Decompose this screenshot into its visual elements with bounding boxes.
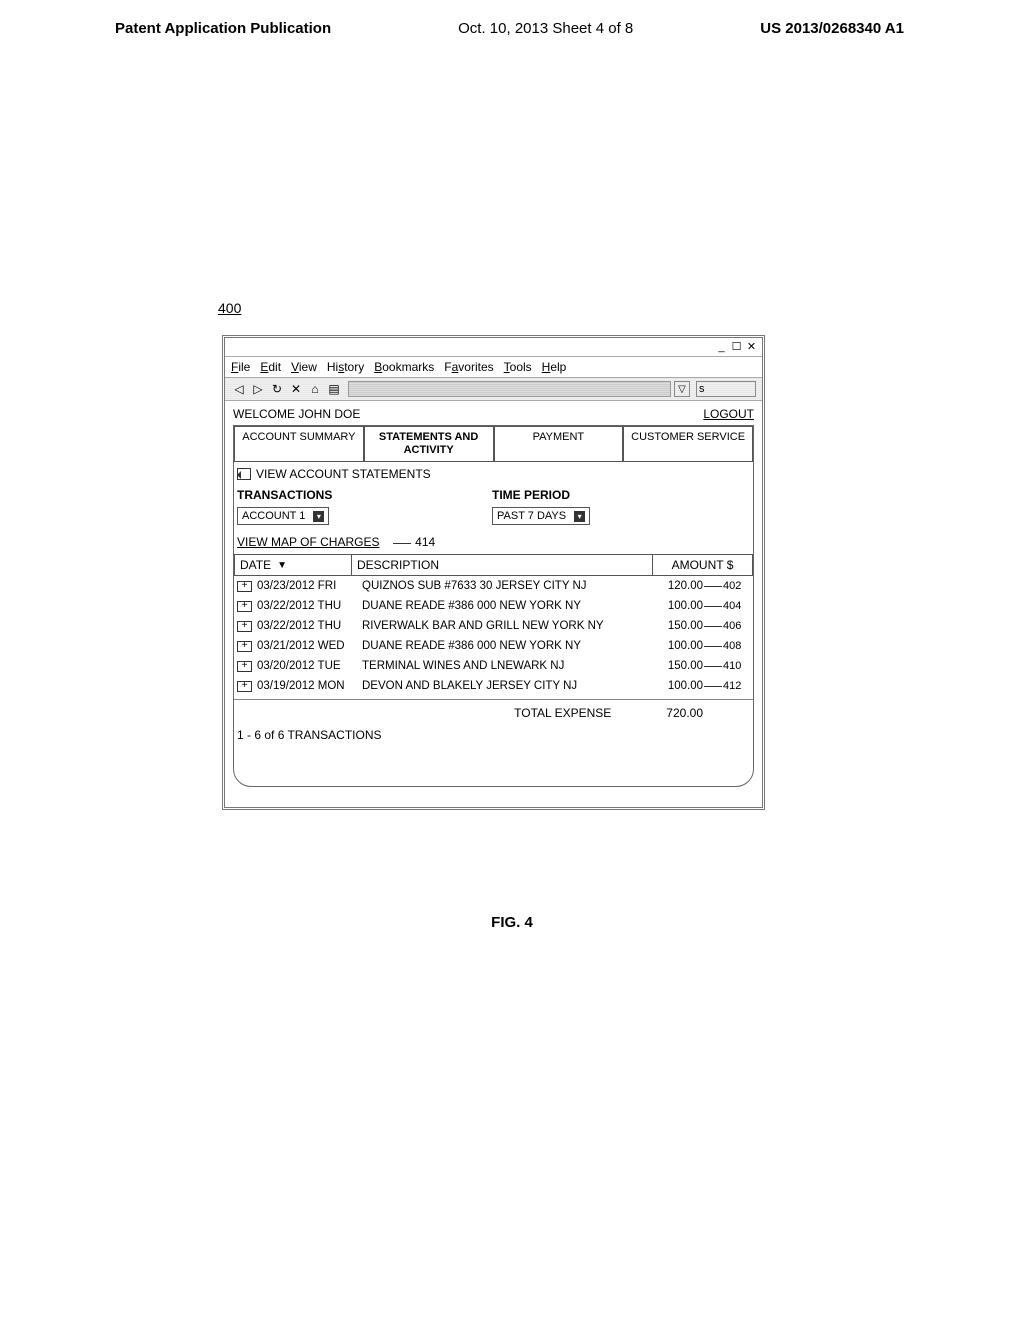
address-dropdown-icon[interactable]: ▽ xyxy=(674,381,690,397)
menu-favorites[interactable]: Favorites xyxy=(444,360,493,374)
transaction-count: 1 - 6 of 6 TRANSACTIONS xyxy=(234,724,753,746)
reload-icon[interactable]: ↻ xyxy=(269,381,285,397)
menu-edit[interactable]: Edit xyxy=(260,360,281,374)
back-arrow-icon xyxy=(237,468,251,480)
table-row: +03/20/2012 TUETERMINAL WINES AND LNEWAR… xyxy=(234,656,753,676)
tab-account-summary[interactable]: ACCOUNT SUMMARY xyxy=(234,426,364,462)
menu-history[interactable]: History xyxy=(327,360,364,374)
expand-icon[interactable]: + xyxy=(237,641,252,652)
table-row: +03/22/2012 THURIVERWALK BAR AND GRILL N… xyxy=(234,616,753,636)
cell-date: 03/22/2012 THU xyxy=(257,600,362,612)
content-frame: ACCOUNT SUMMARY STATEMENTS AND ACTIVITY … xyxy=(233,425,754,787)
close-icon[interactable]: ✕ xyxy=(745,341,758,354)
expand-icon[interactable]: + xyxy=(237,681,252,692)
cell-amount: 100.00 xyxy=(648,680,703,692)
cell-amount: 100.00 xyxy=(648,600,703,612)
cell-amount: 150.00 xyxy=(648,620,703,632)
forward-icon[interactable]: ▷ xyxy=(250,381,266,397)
table-row: +03/23/2012 FRIQUIZNOS SUB #7633 30 JERS… xyxy=(234,576,753,596)
view-statements-link[interactable]: VIEW ACCOUNT STATEMENTS xyxy=(234,462,753,486)
cell-amount: 120.00 xyxy=(648,580,703,592)
menu-view[interactable]: View xyxy=(291,360,317,374)
cell-ref: 404 xyxy=(703,600,753,612)
home-icon[interactable]: ⌂ xyxy=(307,381,323,397)
address-bar[interactable] xyxy=(348,381,671,397)
back-icon[interactable]: ◁ xyxy=(231,381,247,397)
transactions-table: DATE ▼ DESCRIPTION AMOUNT $ +03/23/2012 … xyxy=(234,554,753,746)
tabs: ACCOUNT SUMMARY STATEMENTS AND ACTIVITY … xyxy=(234,426,753,462)
cell-ref: 408 xyxy=(703,640,753,652)
tab-payment[interactable]: PAYMENT xyxy=(494,426,624,462)
total-value: 720.00 xyxy=(666,706,703,720)
cell-ref: 406 xyxy=(703,620,753,632)
chevron-down-icon: ▾ xyxy=(574,511,585,522)
sort-desc-icon: ▼ xyxy=(277,560,287,571)
minimize-icon[interactable]: _ xyxy=(715,341,728,354)
view-map-link[interactable]: VIEW MAP OF CHARGES xyxy=(234,533,382,551)
cell-amount: 100.00 xyxy=(648,640,703,652)
col-description-header[interactable]: DESCRIPTION xyxy=(352,554,653,576)
cell-ref: 412 xyxy=(703,680,753,692)
cell-ref: 410 xyxy=(703,660,753,672)
expand-icon[interactable]: + xyxy=(237,621,252,632)
cell-date: 03/20/2012 TUE xyxy=(257,660,362,672)
welcome-text: WELCOME JOHN DOE xyxy=(233,407,360,421)
page-icon[interactable]: ▤ xyxy=(326,381,342,397)
menu-file[interactable]: File xyxy=(231,360,250,374)
time-period-label: TIME PERIOD xyxy=(492,488,570,502)
cell-date: 03/23/2012 FRI xyxy=(257,580,362,592)
expand-icon[interactable]: + xyxy=(237,581,252,592)
header-date-sheet: Oct. 10, 2013 Sheet 4 of 8 xyxy=(458,20,633,37)
cell-description: TERMINAL WINES AND LNEWARK NJ xyxy=(362,660,648,672)
maximize-icon[interactable]: ☐ xyxy=(730,341,743,354)
cell-date: 03/21/2012 WED xyxy=(257,640,362,652)
cell-date: 03/19/2012 MON xyxy=(257,680,362,692)
table-row: +03/21/2012 WEDDUANE READE #386 000 NEW … xyxy=(234,636,753,656)
page-header: Patent Application Publication Oct. 10, … xyxy=(0,0,1024,47)
table-row: +03/19/2012 MONDEVON AND BLAKELY JERSEY … xyxy=(234,676,753,696)
cell-description: DEVON AND BLAKELY JERSEY CITY NJ xyxy=(362,680,648,692)
logout-link[interactable]: LOGOUT xyxy=(703,407,754,421)
header-docket: US 2013/0268340 A1 xyxy=(760,20,904,37)
search-box[interactable]: s xyxy=(696,381,756,397)
transactions-label: TRANSACTIONS xyxy=(237,488,492,502)
cell-description: DUANE READE #386 000 NEW YORK NY xyxy=(362,600,648,612)
menu-tools[interactable]: Tools xyxy=(504,360,532,374)
browser-window: _ ☐ ✕ File Edit View History Bookmarks F… xyxy=(222,335,765,810)
cell-description: RIVERWALK BAR AND GRILL NEW YORK NY xyxy=(362,620,648,632)
titlebar: _ ☐ ✕ xyxy=(225,338,762,356)
cell-date: 03/22/2012 THU xyxy=(257,620,362,632)
col-amount-header[interactable]: AMOUNT $ xyxy=(653,554,753,576)
cell-ref: 402 xyxy=(703,580,753,592)
figure-reference-number: 400 xyxy=(218,300,241,316)
menubar: File Edit View History Bookmarks Favorit… xyxy=(225,356,762,377)
account-dropdown[interactable]: ACCOUNT 1 ▾ xyxy=(237,507,329,525)
cell-amount: 150.00 xyxy=(648,660,703,672)
table-row: +03/22/2012 THUDUANE READE #386 000 NEW … xyxy=(234,596,753,616)
total-label: TOTAL EXPENSE xyxy=(514,706,611,720)
header-publication: Patent Application Publication xyxy=(115,20,331,37)
menu-help[interactable]: Help xyxy=(542,360,567,374)
menu-bookmarks[interactable]: Bookmarks xyxy=(374,360,434,374)
map-link-ref: 414 xyxy=(386,535,435,549)
cell-description: QUIZNOS SUB #7633 30 JERSEY CITY NJ xyxy=(362,580,648,592)
expand-icon[interactable]: + xyxy=(237,661,252,672)
figure-caption: FIG. 4 xyxy=(0,914,1024,931)
stop-icon[interactable]: ✕ xyxy=(288,381,304,397)
expand-icon[interactable]: + xyxy=(237,601,252,612)
col-date-header[interactable]: DATE ▼ xyxy=(234,554,352,576)
toolbar: ◁ ▷ ↻ ✕ ⌂ ▤ ▽ s xyxy=(225,377,762,401)
cell-description: DUANE READE #386 000 NEW YORK NY xyxy=(362,640,648,652)
chevron-down-icon: ▾ xyxy=(313,511,324,522)
period-dropdown[interactable]: PAST 7 DAYS ▾ xyxy=(492,507,590,525)
tab-statements-activity[interactable]: STATEMENTS AND ACTIVITY xyxy=(364,426,494,462)
tab-customer-service[interactable]: CUSTOMER SERVICE xyxy=(623,426,753,462)
